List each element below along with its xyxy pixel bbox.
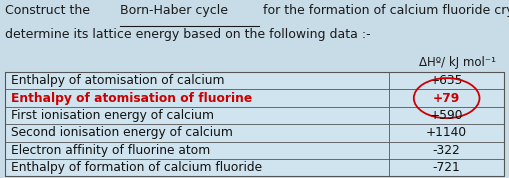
Text: +590: +590 [430,109,463,122]
FancyBboxPatch shape [5,72,504,176]
Text: +635: +635 [430,74,463,87]
Text: Enthalpy of atomisation of calcium: Enthalpy of atomisation of calcium [11,74,224,87]
Text: -322: -322 [433,144,461,157]
Text: Second ionisation energy of calcium: Second ionisation energy of calcium [11,126,233,139]
Text: Enthalpy of atomisation of fluorine: Enthalpy of atomisation of fluorine [11,92,252,105]
Text: ΔHº/ kJ mol⁻¹: ΔHº/ kJ mol⁻¹ [419,56,496,69]
Text: -721: -721 [433,161,461,174]
Text: Born-Haber cycle: Born-Haber cycle [120,4,228,17]
Text: Electron affinity of fluorine atom: Electron affinity of fluorine atom [11,144,210,157]
Text: for the formation of calcium fluoride crystal and: for the formation of calcium fluoride cr… [259,4,509,17]
Text: Construct the: Construct the [5,4,94,17]
Text: determine its lattice energy based on the following data :-: determine its lattice energy based on th… [5,28,371,41]
Text: +1140: +1140 [426,126,467,139]
Text: Enthalpy of formation of calcium fluoride: Enthalpy of formation of calcium fluorid… [11,161,262,174]
Text: +79: +79 [433,92,460,105]
Text: First ionisation energy of calcium: First ionisation energy of calcium [11,109,214,122]
